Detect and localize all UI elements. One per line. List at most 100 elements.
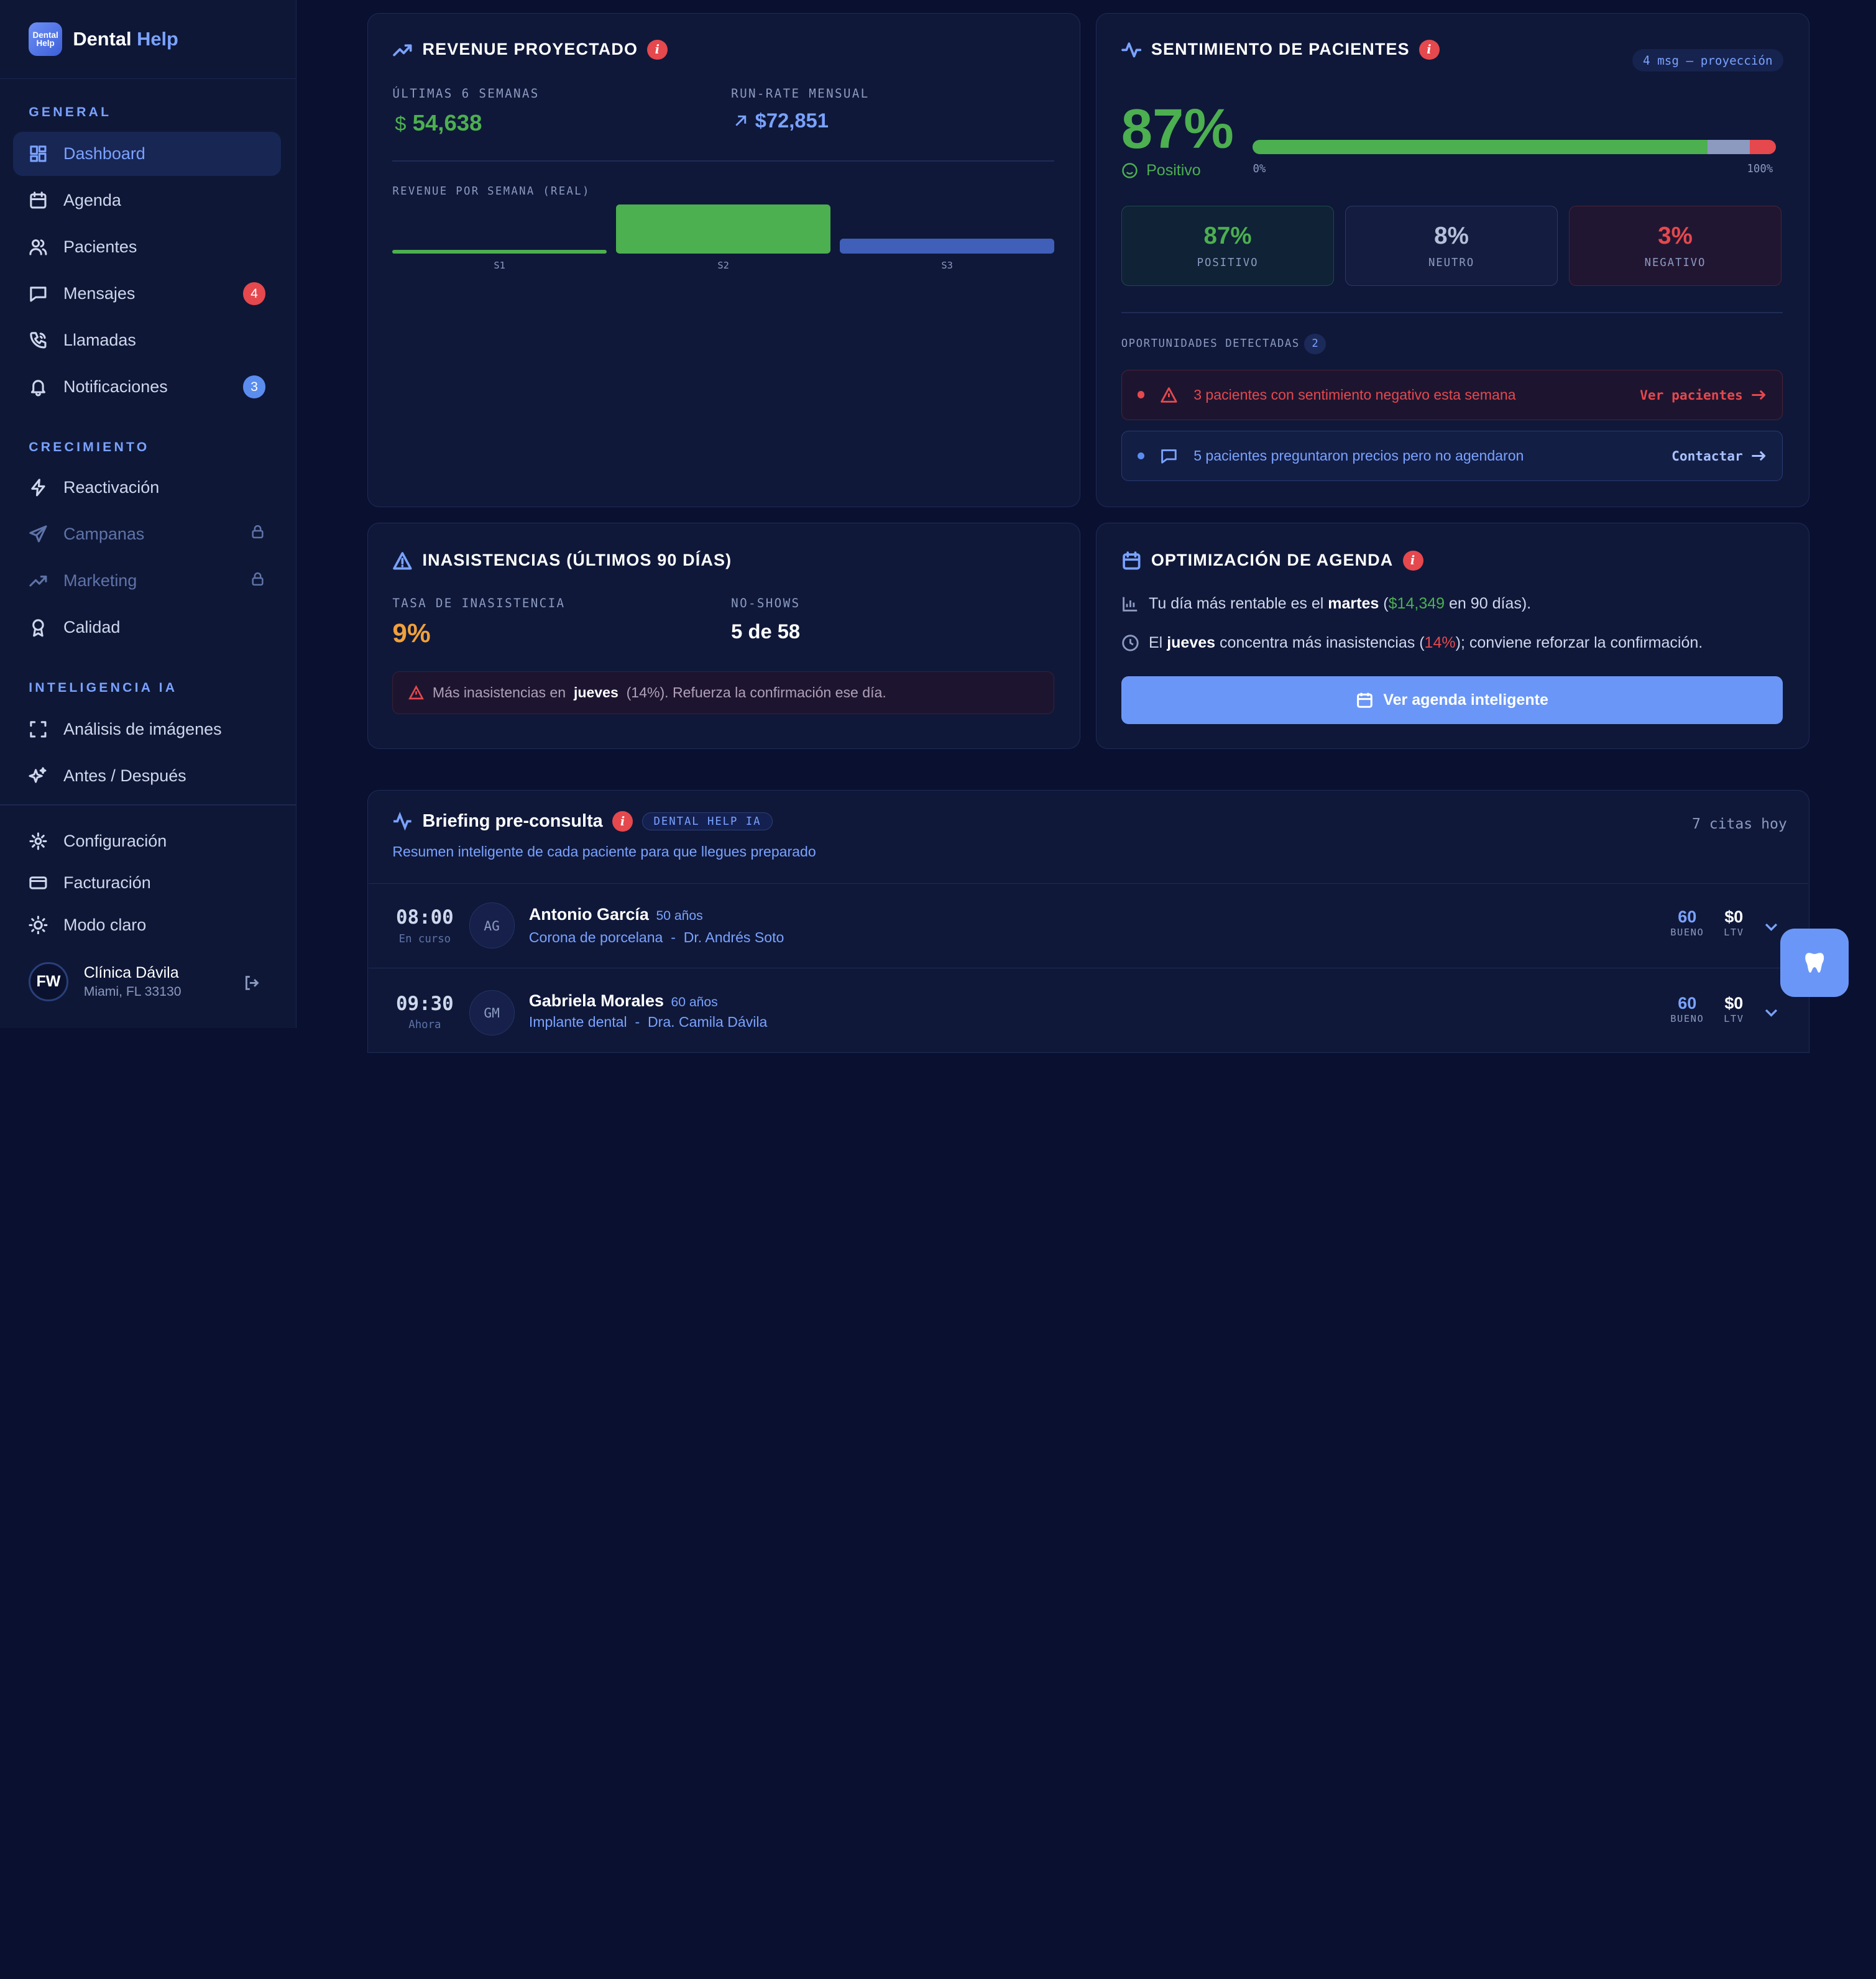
sidebar-item-modo-claro[interactable]: Modo claro xyxy=(13,903,281,946)
noshow-alert: Más inasistencias en jueves (14%). Refue… xyxy=(392,671,1054,715)
dashboard-icon xyxy=(30,145,47,162)
sentiment-divider xyxy=(1121,312,1783,314)
sidebar-item-label: Antes / Después xyxy=(63,766,186,785)
contactar-link[interactable]: Contactar xyxy=(1671,448,1767,464)
sidebar-item-notificaciones[interactable]: Notificaciones 3 xyxy=(13,365,281,409)
sentiment-label: Positivo xyxy=(1121,162,1201,180)
message-icon xyxy=(1161,449,1177,464)
ai-pill: DENTAL HELP IA xyxy=(642,812,773,831)
runrate-label: RUN-RATE MENSUAL xyxy=(731,86,870,101)
positive-box: 87% POSITIVO xyxy=(1121,206,1335,287)
sentiment-percent: 87% xyxy=(1121,98,1234,160)
info-icon[interactable]: i xyxy=(647,39,668,60)
opportunity-prices[interactable]: 5 pacientes preguntaron precios pero no … xyxy=(1121,431,1783,481)
sidebar-item-label: Mensajes xyxy=(63,284,136,303)
sidebar-item-agenda[interactable]: Agenda xyxy=(13,178,281,223)
section-inteligencia-ia: INTELIGENCIA IA xyxy=(29,681,178,696)
info-icon[interactable]: i xyxy=(1402,550,1423,571)
section-general: GENERAL xyxy=(29,105,112,120)
opportunity-text: 5 pacientes preguntaron precios pero no … xyxy=(1193,447,1524,464)
arrow-up-right-icon xyxy=(735,115,747,126)
section-crecimiento: CRECIMIENTO xyxy=(29,440,150,455)
agenda-insight-noshows: El jueves concentra más inasistencias (1… xyxy=(1121,634,1703,652)
clock-icon xyxy=(1121,635,1139,651)
sidebar-item-dashboard[interactable]: Dashboard xyxy=(13,131,282,176)
sidebar-item-facturacion[interactable]: Facturación xyxy=(13,861,281,904)
sidebar-item-marketing[interactable]: Marketing xyxy=(13,559,281,603)
avatar: GM xyxy=(469,989,515,1036)
info-icon[interactable]: i xyxy=(1419,39,1440,60)
negative-box: 3% NEGATIVO xyxy=(1568,206,1782,287)
sidebar-item-label: Calidad xyxy=(63,618,121,637)
tooth-icon xyxy=(1805,952,1824,973)
sidebar-item-label: Reactivación xyxy=(63,477,160,497)
avatar: FW xyxy=(29,962,68,1002)
card-icon xyxy=(29,876,47,889)
award-icon xyxy=(32,619,44,637)
last6-label: ÚLTIMAS 6 SEMANAS xyxy=(392,86,540,101)
scale-min: 0% xyxy=(1253,162,1266,175)
patient-score: 60 BUENO xyxy=(1670,993,1704,1024)
user-profile[interactable]: FW Clínica Dávila Miami, FL 33130 xyxy=(29,962,182,1002)
sun-icon xyxy=(29,916,48,935)
neutral-box: 8% NEUTRO xyxy=(1345,206,1558,287)
agenda-insight-best-day: Tu día más rentable es el martes ($14,34… xyxy=(1121,595,1531,613)
revenue-bar-s3 xyxy=(840,238,1054,254)
sidebar-item-mensajes[interactable]: Mensajes 4 xyxy=(13,272,281,316)
bolt-icon xyxy=(31,479,45,497)
users-icon xyxy=(29,239,47,255)
warning-icon xyxy=(1161,387,1177,403)
appointment-status: Ahora xyxy=(408,1019,441,1032)
status-dot xyxy=(1137,452,1145,460)
brand[interactable]: Dental Help Dental Help xyxy=(0,0,297,80)
chevron-down-icon[interactable] xyxy=(1763,917,1780,940)
revenue-bar-label: S2 xyxy=(717,259,729,271)
logout-icon[interactable] xyxy=(243,974,261,997)
sidebar-item-campanas[interactable]: Campanas xyxy=(13,512,281,556)
patient-treatment: Corona de porcelana - Dr. Andrés Soto xyxy=(528,929,784,945)
sentiment-bar xyxy=(1253,140,1776,155)
neutral-label: NEUTRO xyxy=(1428,257,1475,270)
sidebar-item-label: Marketing xyxy=(63,571,137,590)
sidebar: Dental Help Dental Help GENERAL Dashboard… xyxy=(0,0,297,1028)
sidebar-item-pacientes[interactable]: Pacientes xyxy=(13,225,281,269)
chevron-down-icon[interactable] xyxy=(1763,1003,1780,1026)
sparkles-icon xyxy=(29,767,47,783)
status-dot xyxy=(1137,391,1145,398)
sidebar-item-antes-despues[interactable]: Antes / Después xyxy=(13,754,281,798)
revenue-divider xyxy=(392,160,1054,162)
opportunities-count: 2 xyxy=(1304,334,1326,354)
lock-icon xyxy=(250,571,265,591)
sidebar-item-label: Agenda xyxy=(63,190,121,209)
briefing-row[interactable]: 08:00 En curso AG Antonio García 50 años … xyxy=(368,883,1808,968)
activity-icon xyxy=(393,812,412,831)
briefing-row[interactable]: 09:30 Ahora GM Gabriela Morales 60 años I… xyxy=(368,968,1808,1053)
sidebar-item-reactivacion[interactable]: Reactivación xyxy=(13,466,281,510)
sidebar-item-calidad[interactable]: Calidad xyxy=(13,605,281,650)
assistant-button[interactable] xyxy=(1780,928,1849,997)
patient-ltv: $0 LTV xyxy=(1724,993,1744,1024)
phone-icon xyxy=(30,332,47,349)
bell-icon xyxy=(31,380,46,397)
calendar-icon xyxy=(1357,692,1373,708)
revenue-card xyxy=(367,13,1081,508)
briefing-card xyxy=(367,789,1809,1053)
warning-icon xyxy=(393,551,412,569)
arrow-right-icon xyxy=(1752,390,1766,400)
appointment-status: En curso xyxy=(398,932,451,945)
sentiment-pill: 4 msg — proyección xyxy=(1632,48,1783,72)
sidebar-item-configuracion[interactable]: Configuración xyxy=(13,820,281,863)
ver-pacientes-link[interactable]: Ver pacientes xyxy=(1640,387,1767,403)
noshow-count-value: 5 de 58 xyxy=(731,620,801,643)
ver-agenda-button[interactable]: Ver agenda inteligente xyxy=(1121,676,1783,724)
revenue-bar-label: S3 xyxy=(941,259,953,271)
opportunity-negative[interactable]: 3 pacientes con sentimiento negativo est… xyxy=(1121,369,1783,420)
runrate-value: $72,851 xyxy=(733,109,829,132)
lock-icon xyxy=(250,524,265,544)
sidebar-item-label: Configuración xyxy=(63,831,167,850)
sidebar-item-llamadas[interactable]: Llamadas xyxy=(13,318,281,362)
sidebar-item-analisis-imagenes[interactable]: Análisis de imágenes xyxy=(13,707,281,751)
info-icon[interactable]: i xyxy=(612,811,633,832)
warning-icon xyxy=(408,685,425,700)
sidebar-item-label: Dashboard xyxy=(63,144,145,163)
